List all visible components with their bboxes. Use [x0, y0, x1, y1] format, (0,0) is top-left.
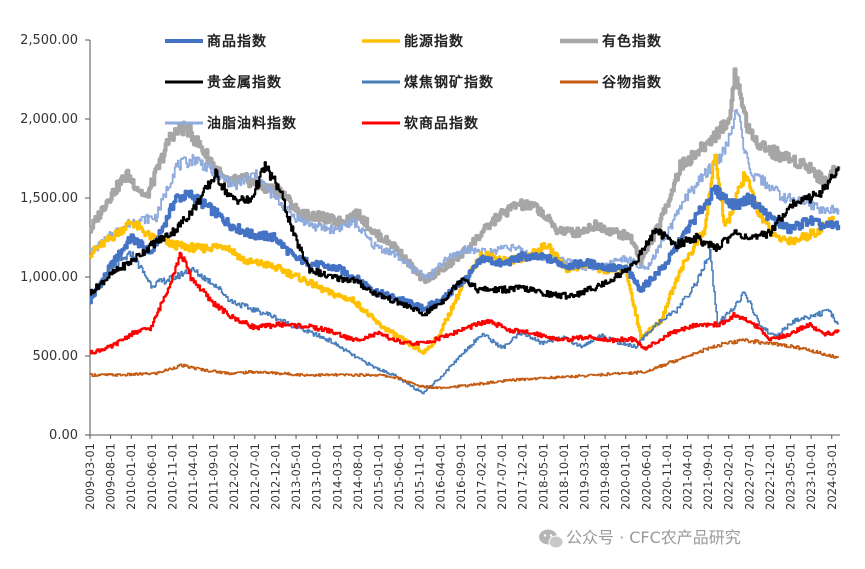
x-tick-label: 2022-12-01: [763, 443, 777, 510]
y-tick-label: 1,500.00: [20, 191, 78, 206]
x-tick-label: 2012-07-01: [248, 443, 262, 510]
watermark-text: 公众号 · CFC农产品研究: [566, 528, 741, 547]
series-line-3: [90, 161, 840, 317]
x-tick-label: 2014-03-01: [330, 443, 344, 510]
legend-label: 谷物指数: [602, 74, 662, 91]
legend-item-4: 煤焦钢矿指数: [362, 74, 494, 91]
x-tick-label: 2024-03-01: [825, 443, 839, 510]
y-tick-label: 1,000.00: [20, 270, 78, 285]
x-tick-label: 2015-06-01: [392, 443, 406, 510]
series-lines: [89, 67, 841, 395]
x-tick-label: 2010-06-01: [145, 443, 159, 510]
x-tick-label: 2011-09-01: [207, 443, 221, 510]
y-tick-label: 0.00: [49, 428, 78, 443]
legend-item-6: 油脂油料指数: [165, 115, 297, 132]
x-tick-label: 2013-05-01: [289, 443, 303, 510]
x-tick-label: 2012-02-01: [227, 443, 241, 510]
legend-item-5: 谷物指数: [560, 74, 662, 91]
x-tick-label: 2023-05-01: [784, 443, 798, 510]
x-tick-label: 2020-11-01: [660, 443, 674, 510]
x-tick-label: 2021-09-01: [701, 443, 715, 510]
x-tick-label: 2018-10-01: [557, 443, 571, 510]
legend-label: 能源指数: [404, 33, 464, 50]
series-line-5: [90, 338, 840, 390]
x-tick-label: 2020-01-01: [619, 443, 633, 510]
x-tick-label: 2020-06-01: [639, 443, 653, 510]
y-tick-label: 2,500.00: [20, 33, 78, 48]
x-tick-label: 2019-03-01: [578, 443, 592, 510]
series-line-7: [90, 251, 840, 355]
x-tick-label: 2009-08-01: [104, 443, 118, 510]
x-tick-label: 2017-12-01: [516, 443, 530, 510]
x-tick-label: 2010-11-01: [165, 443, 179, 510]
x-tick-label: 2019-08-01: [598, 443, 612, 510]
legend-label: 油脂油料指数: [207, 115, 297, 132]
y-tick-label: 500.00: [33, 349, 79, 364]
x-tick-label: 2015-11-01: [413, 443, 427, 510]
y-tick-label: 2,000.00: [20, 112, 78, 127]
x-tick-label: 2015-01-01: [371, 443, 385, 510]
x-tick-label: 2023-10-01: [804, 443, 818, 510]
x-tick-label: 2014-08-01: [351, 443, 365, 510]
watermark: 公众号 · CFC农产品研究: [539, 528, 741, 549]
x-axis: 2009-03-01 2009-08-01 2010-01-01 2010-06-01…: [83, 434, 840, 510]
x-tick-label: 2017-02-01: [474, 443, 488, 510]
legend-item-7: 软商品指数: [362, 115, 479, 132]
x-tick-label: 2009-03-01: [83, 443, 97, 510]
legend-label: 商品指数: [207, 33, 267, 50]
x-tick-label: 2021-04-01: [681, 443, 695, 510]
legend-label: 软商品指数: [404, 115, 479, 132]
legend-item-0: 商品指数: [165, 33, 267, 50]
wechat-icon: [539, 529, 564, 549]
legend-item-2: 有色指数: [560, 33, 662, 50]
legend-label: 煤焦钢矿指数: [404, 74, 494, 91]
series-line-0: [89, 184, 841, 313]
y-axis: 0.00 500.00 1,000.00 1,500.00 2,000.00 2,500.…: [20, 33, 91, 443]
x-tick-label: 2018-05-01: [536, 443, 550, 510]
series-line-4: [90, 248, 840, 395]
x-tick-label: 2012-12-01: [268, 443, 282, 510]
x-tick-label: 2010-01-01: [124, 443, 138, 510]
legend-label: 有色指数: [602, 33, 662, 50]
legend-item-1: 能源指数: [362, 33, 464, 50]
x-tick-label: 2011-04-01: [186, 443, 200, 510]
x-tick-label: 2022-07-01: [742, 443, 756, 510]
x-tick-label: 2017-07-01: [495, 443, 509, 510]
x-tick-label: 2016-04-01: [433, 443, 447, 510]
x-tick-label: 2022-02-01: [722, 443, 736, 510]
legend-label: 贵金属指数: [207, 74, 282, 91]
x-tick-label: 2016-09-01: [454, 443, 468, 510]
legend-item-3: 贵金属指数: [165, 74, 282, 91]
x-tick-label: 2013-10-01: [310, 443, 324, 510]
